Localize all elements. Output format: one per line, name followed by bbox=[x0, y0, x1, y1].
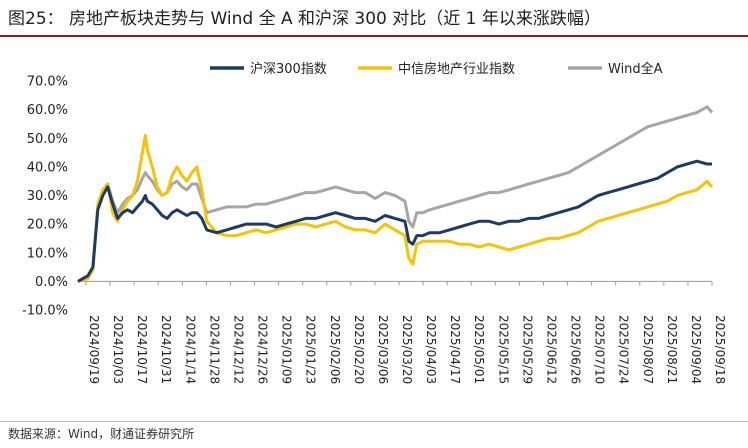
y-tick-label: 30.0% bbox=[27, 189, 68, 204]
series-line bbox=[77, 159, 712, 283]
series-layer bbox=[77, 105, 714, 283]
x-tick-label: 2025/01/23 bbox=[304, 315, 318, 384]
x-tick-label: 2024/11/14 bbox=[183, 315, 197, 384]
y-tick-label: 0.0% bbox=[35, 275, 68, 290]
x-axis: 2024/09/19 2024/10/03 2024/10/17 2024/10/31… bbox=[78, 280, 727, 384]
x-tick-label: 2025/04/17 bbox=[448, 315, 462, 384]
x-tick-label: 2025/03/20 bbox=[400, 315, 414, 384]
x-tick-label: 2025/08/21 bbox=[665, 315, 679, 384]
y-tick-label: 10.0% bbox=[27, 246, 68, 261]
chart: -10.0% 0.0% 10.0% 20.0% 30.0% 40.0% 50.0% 60.0%… bbox=[22, 61, 727, 384]
y-tick-label: 60.0% bbox=[27, 103, 68, 118]
legend: 沪深300指数 中信房地产行业指数 Wind全A bbox=[210, 61, 663, 77]
x-tick-label: 2025/09/04 bbox=[689, 315, 703, 384]
x-tick-label: 2024/10/03 bbox=[111, 315, 125, 384]
legend-label: Wind全A bbox=[608, 61, 663, 77]
x-tick-label: 2024/12/12 bbox=[231, 315, 245, 384]
series-line bbox=[77, 133, 714, 283]
y-axis: -10.0% 0.0% 10.0% 20.0% 30.0% 40.0% 50.0% 60.0%… bbox=[22, 75, 68, 319]
x-tick-label: 2025/02/06 bbox=[328, 315, 342, 384]
x-tick-label: 2025/07/10 bbox=[593, 315, 607, 384]
x-tick-label: 2025/06/26 bbox=[569, 315, 583, 384]
figure-title: 图25： 房地产板块走势与 Wind 全 A 和沪深 300 对比（近 1 年以… bbox=[8, 9, 601, 29]
x-tick-label: 2025/09/18 bbox=[713, 315, 727, 384]
x-tick-label: 2024/09/19 bbox=[87, 315, 101, 384]
x-tick-label: 2025/08/07 bbox=[641, 315, 655, 384]
x-tick-label: 2025/03/06 bbox=[376, 315, 390, 384]
title-rule bbox=[0, 35, 748, 37]
x-tick-label: 2025/04/03 bbox=[424, 315, 438, 384]
y-tick-label: 50.0% bbox=[27, 132, 68, 147]
x-tick-label: 2024/12/26 bbox=[256, 315, 270, 384]
y-tick-label: 40.0% bbox=[27, 160, 68, 175]
y-tick-label: 20.0% bbox=[27, 218, 68, 233]
x-tick-label: 2025/05/29 bbox=[520, 315, 534, 384]
x-tick-label: 2025/07/24 bbox=[617, 315, 631, 384]
x-tick-label: 2025/01/09 bbox=[280, 315, 294, 384]
x-tick-label: 2025/05/15 bbox=[496, 315, 510, 384]
footer-rule bbox=[0, 421, 748, 422]
x-tick-label: 2024/11/28 bbox=[207, 315, 221, 384]
x-tick-label: 2025/06/12 bbox=[544, 315, 558, 384]
legend-label: 沪深300指数 bbox=[250, 61, 327, 77]
x-tick-label: 2024/10/31 bbox=[159, 315, 173, 384]
x-tick-label: 2024/10/17 bbox=[135, 315, 149, 384]
x-tick-label: 2025/02/20 bbox=[352, 315, 366, 384]
data-source: 数据来源：Wind，财通证券研究所 bbox=[8, 427, 195, 441]
legend-label: 中信房地产行业指数 bbox=[398, 61, 515, 77]
y-tick-label: 70.0% bbox=[27, 75, 68, 90]
x-tick-label: 2025/05/01 bbox=[472, 315, 486, 384]
series-line bbox=[77, 105, 714, 283]
y-tick-label: -10.0% bbox=[22, 304, 68, 319]
